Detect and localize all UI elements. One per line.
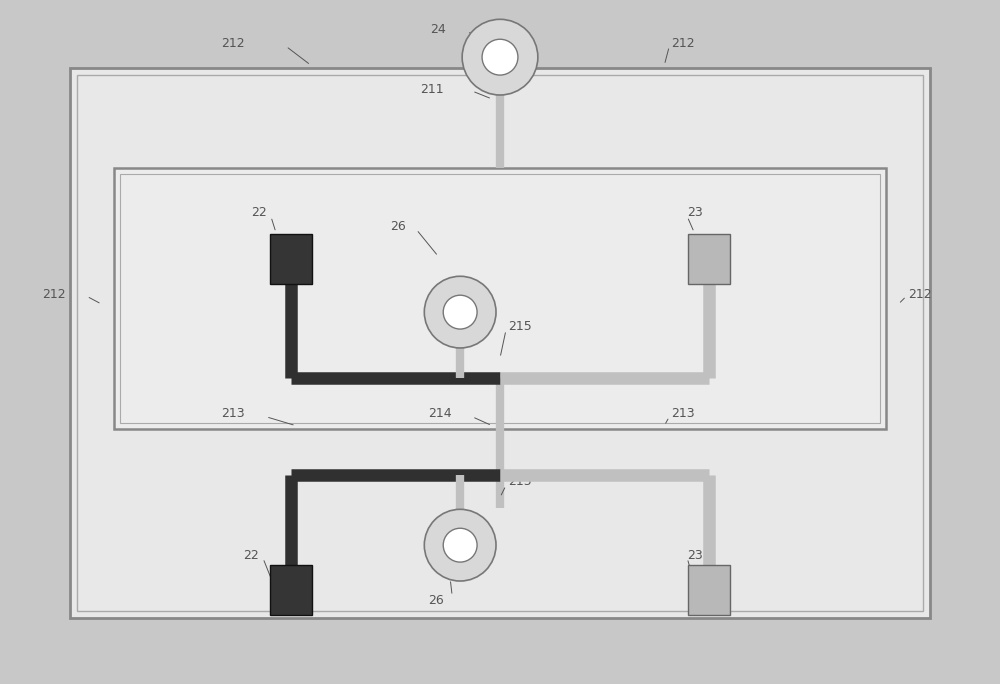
Bar <box>70 68 930 618</box>
Text: 23: 23 <box>687 206 703 219</box>
Text: 212: 212 <box>221 37 245 50</box>
Circle shape <box>424 510 496 581</box>
Text: 212: 212 <box>42 288 65 301</box>
Text: 213: 213 <box>671 407 695 420</box>
Circle shape <box>424 276 496 348</box>
Bar <box>120 174 880 423</box>
Text: 213: 213 <box>221 407 245 420</box>
Circle shape <box>482 39 518 75</box>
Text: 23: 23 <box>687 549 703 562</box>
Text: 212: 212 <box>671 37 695 50</box>
Text: 212: 212 <box>908 288 932 301</box>
Text: 26: 26 <box>390 220 406 233</box>
Text: 26: 26 <box>428 594 444 607</box>
Text: 24: 24 <box>430 23 446 36</box>
Bar <box>77 75 923 611</box>
Circle shape <box>443 295 477 329</box>
Text: 214: 214 <box>428 407 452 420</box>
Text: 211: 211 <box>420 83 444 96</box>
Text: 215: 215 <box>508 319 532 332</box>
Text: 22: 22 <box>243 549 259 562</box>
Text: 215: 215 <box>508 475 532 488</box>
Circle shape <box>462 19 538 95</box>
Bar <box>688 235 730 285</box>
Bar <box>114 168 886 429</box>
Text: 22: 22 <box>251 206 267 219</box>
Circle shape <box>443 528 477 562</box>
Bar <box>270 565 312 615</box>
Bar <box>688 565 730 615</box>
Bar <box>270 235 312 285</box>
